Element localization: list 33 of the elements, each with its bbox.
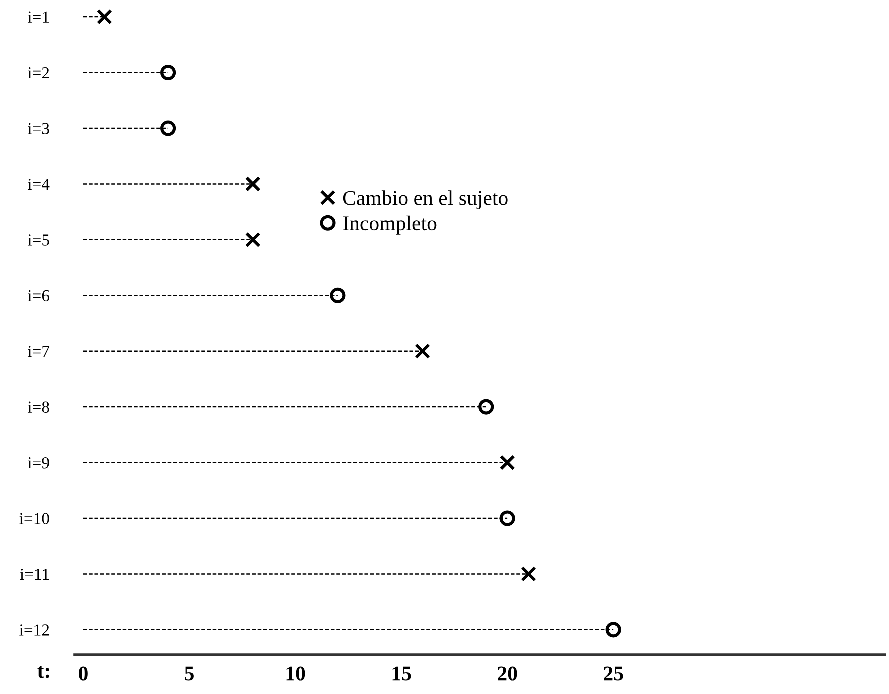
point [520,566,537,582]
x-tick-label: 25 [604,666,624,681]
x-tick-label: 0 [79,666,88,681]
y-tick-label: i=3 [28,123,50,134]
point [414,344,431,360]
point [245,232,261,248]
point [245,176,261,192]
x-tick-label: 20 [498,666,518,681]
y-tick-label: i=10 [20,513,50,524]
point [160,120,176,136]
y-tick-label: i=12 [20,624,50,636]
y-tick-label: i=5 [28,234,50,246]
y-tick-label: i=1 [28,12,49,23]
point [500,510,516,526]
x-axis-title: t: [38,666,50,678]
legend-label: Cambio en el sujeto [343,190,508,210]
y-tick-label: i=6 [28,290,50,302]
y-tick-label: i=4 [28,178,50,190]
x-tick-label: 15 [392,666,412,681]
y-tick-label: i=2 [28,68,50,79]
point [606,622,622,638]
point [478,399,494,415]
point [500,455,516,471]
point [330,288,346,304]
y-tick-label: i=7 [28,346,50,358]
point [96,9,112,25]
point [160,64,176,81]
x-tick-label: 10 [286,666,306,681]
y-tick-label: i=9 [28,458,50,469]
legend-label: Incompleto [343,216,437,235]
y-tick-label: i=11 [20,568,49,580]
x-tick-label: 5 [185,666,194,681]
y-tick-label: i=8 [28,402,50,414]
